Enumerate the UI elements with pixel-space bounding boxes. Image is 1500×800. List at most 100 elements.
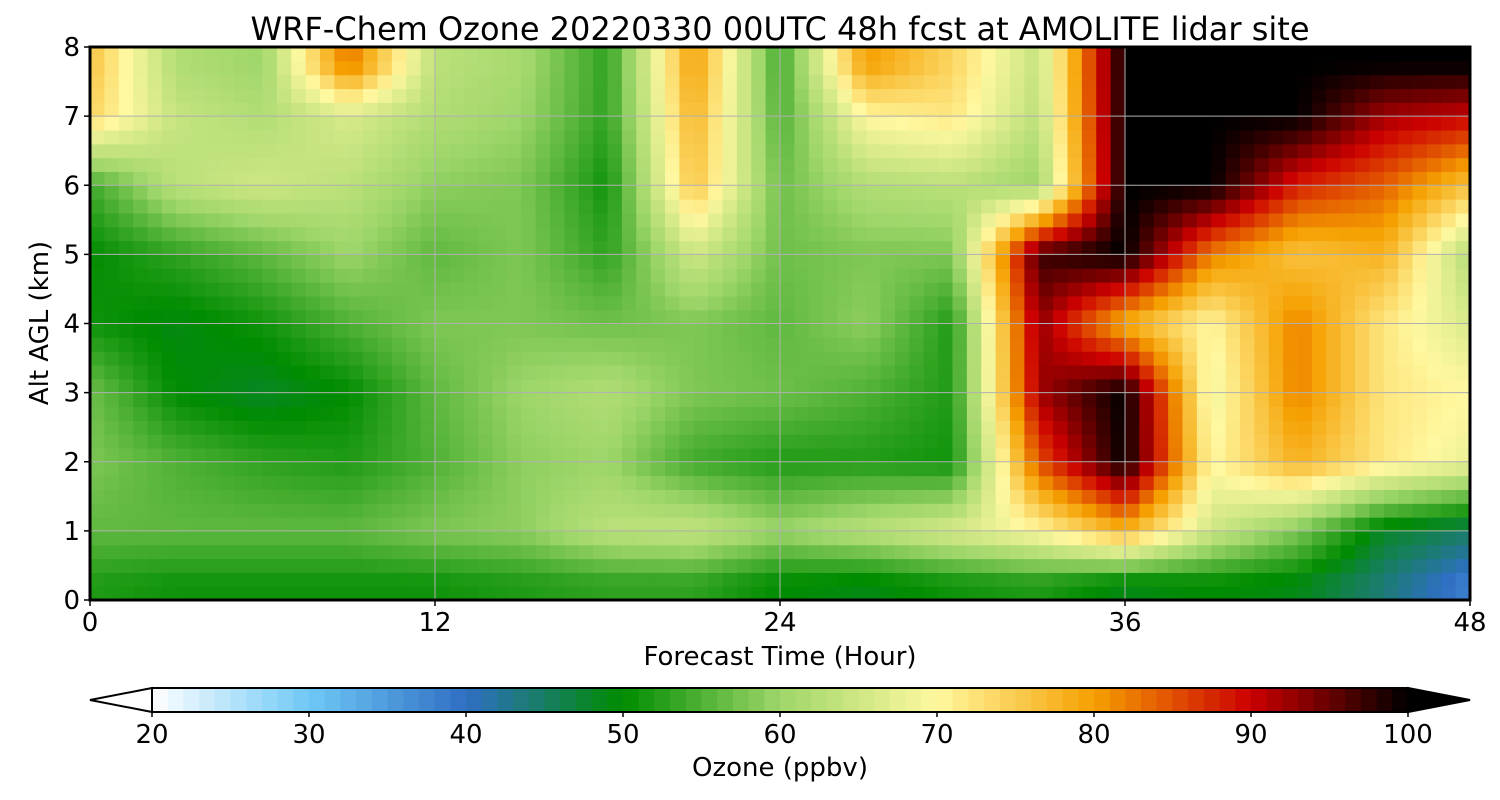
heatmap-cell [593, 364, 609, 380]
heatmap-cell [722, 157, 738, 173]
heatmap-cell [1139, 337, 1155, 352]
heatmap-cell [736, 392, 752, 408]
heatmap-cell [1383, 254, 1399, 269]
heatmap-cell [981, 129, 997, 145]
heatmap-cell [449, 517, 465, 532]
heatmap-cell [104, 254, 120, 269]
heatmap-cell [636, 544, 652, 560]
heatmap-cell [636, 378, 652, 394]
heatmap-cell [808, 74, 824, 90]
heatmap-cell [1355, 282, 1370, 297]
heatmap-cell [621, 351, 637, 366]
heatmap-cell [1455, 47, 1471, 62]
heatmap-cell [1153, 434, 1169, 449]
heatmap-cell [176, 60, 192, 76]
heatmap-cell [693, 254, 709, 269]
heatmap-cell [1010, 47, 1025, 62]
heatmap-cell [190, 517, 206, 532]
heatmap-cell [104, 572, 120, 587]
heatmap-cell [435, 268, 450, 283]
heatmap-cell [981, 503, 997, 518]
heatmap-cell [233, 254, 249, 269]
heatmap-cell [1311, 364, 1327, 380]
colorbar-segment [607, 688, 624, 712]
heatmap-cell [535, 199, 551, 214]
heatmap-cell [1441, 143, 1457, 159]
heatmap-cell [1383, 406, 1399, 421]
heatmap-cell [348, 517, 364, 532]
x-axis-ticks: 0 12 24 36 48 [82, 600, 1487, 638]
heatmap-cell [736, 420, 752, 435]
heatmap-cell [1355, 586, 1370, 601]
heatmap-cell [1225, 240, 1241, 255]
heatmap-cell [420, 586, 436, 601]
heatmap-cell [578, 434, 594, 449]
heatmap-cell [161, 254, 177, 269]
colorbar-segment [152, 688, 169, 712]
heatmap-cell [837, 102, 853, 117]
heatmap-cell [176, 226, 192, 242]
heatmap-cell [1326, 240, 1342, 255]
heatmap-cell [966, 434, 982, 449]
heatmap-cell [880, 185, 896, 200]
heatmap-cell [176, 47, 192, 62]
heatmap-cell [550, 447, 565, 463]
heatmap-cell [478, 226, 494, 242]
heatmap-cell [1240, 185, 1255, 200]
heatmap-cell [650, 171, 666, 186]
heatmap-cell [1125, 378, 1140, 394]
heatmap-cell [995, 254, 1011, 269]
heatmap-cell [248, 503, 264, 518]
heatmap-cell [578, 392, 594, 408]
heatmap-cell [722, 199, 738, 214]
heatmap-cell [722, 116, 738, 131]
heatmap-cell [736, 586, 752, 601]
heatmap-cell [133, 295, 149, 311]
heatmap-cell [995, 60, 1011, 76]
heatmap-cell [550, 143, 565, 159]
heatmap-cell [1139, 447, 1155, 463]
heatmap-cell [722, 268, 738, 283]
heatmap-cell [1426, 129, 1442, 145]
heatmap-cell [1311, 185, 1327, 200]
heatmap-cell [334, 420, 350, 435]
heatmap-cell [463, 240, 479, 255]
heatmap-cell [1139, 143, 1155, 159]
heatmap-cell [478, 295, 494, 311]
heatmap-cell [435, 572, 450, 587]
heatmap-cell [607, 351, 623, 366]
heatmap-cell [621, 143, 637, 159]
heatmap-cell [1225, 461, 1241, 477]
heatmap-cell [449, 88, 465, 103]
heatmap-cell [1441, 544, 1457, 560]
heatmap-cell [363, 503, 379, 518]
heatmap-cell [564, 420, 580, 435]
heatmap-cell [1455, 530, 1471, 546]
heatmap-cell [621, 517, 637, 532]
heatmap-cell [1196, 558, 1212, 573]
heatmap-cell [1053, 102, 1069, 117]
heatmap-cell [550, 544, 565, 560]
heatmap-cell [492, 475, 508, 490]
heatmap-cell [909, 116, 925, 131]
heatmap-cell [1369, 268, 1385, 283]
heatmap-cell [305, 171, 321, 186]
heatmap-cell [578, 185, 594, 200]
heatmap-cell [219, 475, 235, 490]
heatmap-cell [880, 558, 896, 573]
heatmap-cell [1196, 88, 1212, 103]
heatmap-cell [1139, 129, 1155, 145]
heatmap-cell [104, 544, 120, 560]
heatmap-cell [291, 102, 307, 117]
heatmap-cell [636, 517, 652, 532]
heatmap-cell [435, 185, 450, 200]
heatmap-cell [276, 475, 292, 490]
heatmap-cell [895, 558, 910, 573]
heatmap-cell [305, 378, 321, 394]
colorbar-segment [952, 688, 969, 712]
heatmap-cell [305, 434, 321, 449]
heatmap-cell [1412, 572, 1428, 587]
heatmap-cell [1010, 295, 1025, 311]
heatmap-cell [1283, 157, 1299, 173]
heatmap-cell [665, 309, 680, 325]
